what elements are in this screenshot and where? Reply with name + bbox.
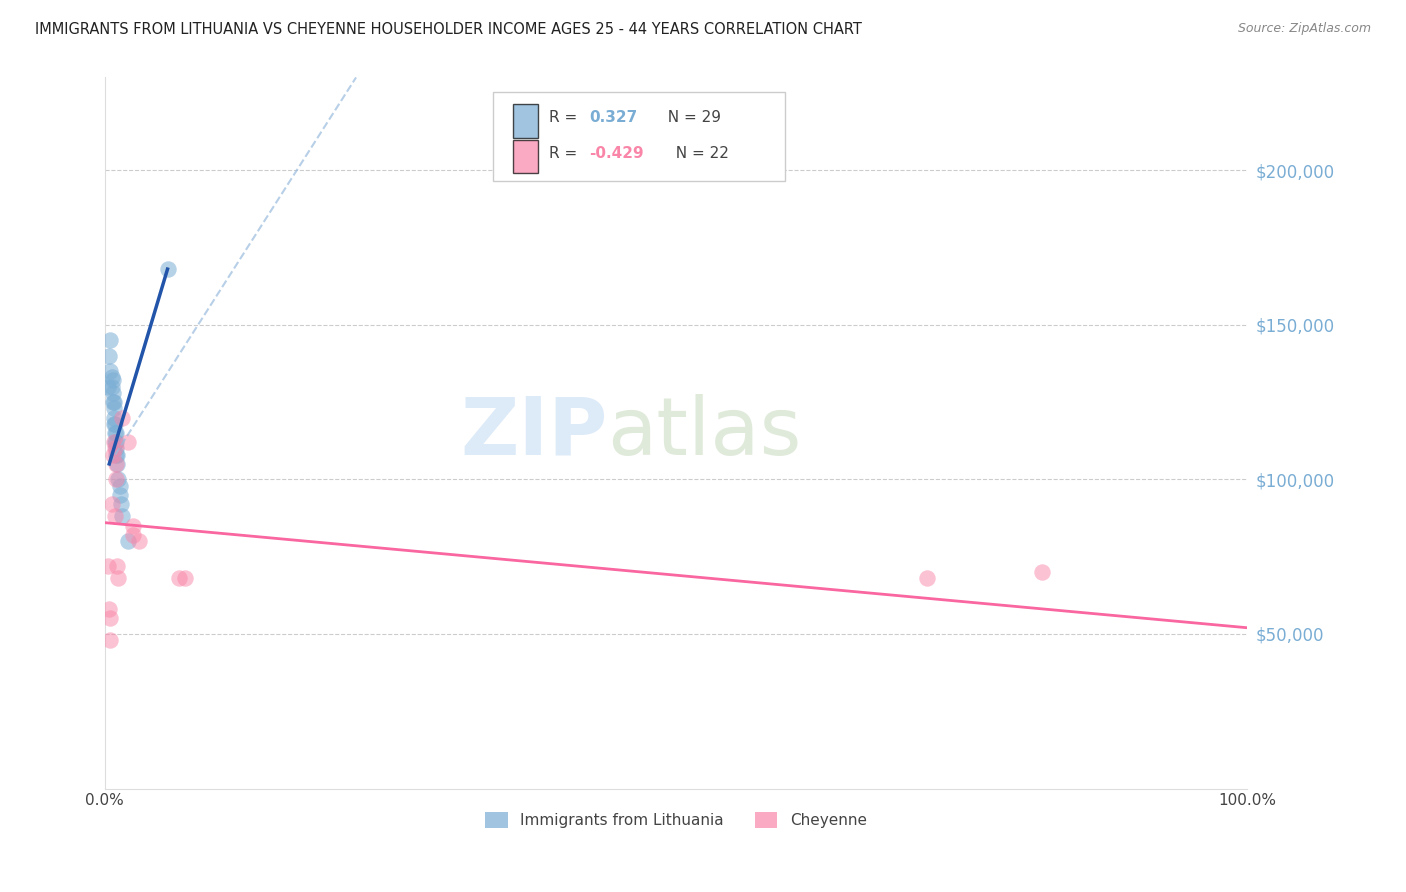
Text: N = 22: N = 22 bbox=[665, 146, 728, 161]
Point bbox=[105, 448, 128, 462]
Point bbox=[156, 262, 179, 277]
Point bbox=[917, 571, 939, 585]
Point bbox=[98, 349, 121, 363]
Point bbox=[103, 410, 125, 425]
Point bbox=[104, 442, 127, 456]
Point bbox=[105, 457, 128, 471]
Point bbox=[97, 379, 120, 393]
Point bbox=[97, 558, 120, 573]
Point bbox=[100, 379, 122, 393]
Point bbox=[103, 417, 125, 431]
Point bbox=[105, 425, 128, 440]
Point bbox=[101, 385, 124, 400]
Point bbox=[105, 558, 128, 573]
Text: R =: R = bbox=[550, 146, 582, 161]
Point bbox=[105, 472, 128, 486]
Point bbox=[117, 435, 139, 450]
Point bbox=[104, 509, 127, 524]
Point bbox=[103, 401, 125, 416]
Text: Source: ZipAtlas.com: Source: ZipAtlas.com bbox=[1237, 22, 1371, 36]
FancyBboxPatch shape bbox=[513, 140, 537, 173]
Point bbox=[105, 442, 128, 456]
Text: 0.327: 0.327 bbox=[589, 111, 637, 126]
Point bbox=[105, 457, 128, 471]
Point bbox=[100, 497, 122, 511]
Point bbox=[167, 571, 190, 585]
Point bbox=[101, 373, 124, 387]
Point bbox=[100, 633, 122, 648]
Point bbox=[103, 395, 125, 409]
Text: atlas: atlas bbox=[607, 394, 801, 472]
Point bbox=[122, 518, 145, 533]
Point bbox=[100, 370, 122, 384]
Text: IMMIGRANTS FROM LITHUANIA VS CHEYENNE HOUSEHOLDER INCOME AGES 25 - 44 YEARS CORR: IMMIGRANTS FROM LITHUANIA VS CHEYENNE HO… bbox=[35, 22, 862, 37]
FancyBboxPatch shape bbox=[494, 92, 785, 180]
Point bbox=[98, 602, 121, 616]
Point bbox=[108, 478, 131, 492]
Point bbox=[1031, 565, 1053, 579]
Point bbox=[128, 534, 150, 549]
Point bbox=[100, 611, 122, 625]
FancyBboxPatch shape bbox=[513, 104, 537, 137]
Point bbox=[108, 488, 131, 502]
Point bbox=[105, 435, 128, 450]
Point bbox=[100, 364, 122, 378]
Point bbox=[105, 448, 128, 462]
Point bbox=[173, 571, 195, 585]
Point bbox=[104, 417, 127, 431]
Point bbox=[104, 435, 127, 450]
Point bbox=[111, 410, 134, 425]
Text: N = 29: N = 29 bbox=[658, 111, 721, 126]
Point bbox=[101, 448, 124, 462]
Legend: Immigrants from Lithuania, Cheyenne: Immigrants from Lithuania, Cheyenne bbox=[479, 806, 873, 834]
Point bbox=[100, 333, 122, 347]
Text: ZIP: ZIP bbox=[460, 394, 607, 472]
Point bbox=[107, 571, 129, 585]
Text: -0.429: -0.429 bbox=[589, 146, 644, 161]
Point bbox=[111, 509, 134, 524]
Point bbox=[110, 497, 132, 511]
Point bbox=[107, 472, 129, 486]
Point bbox=[103, 435, 125, 450]
Point bbox=[117, 534, 139, 549]
Point bbox=[101, 395, 124, 409]
Point bbox=[122, 528, 145, 542]
Text: R =: R = bbox=[550, 111, 582, 126]
Point bbox=[104, 425, 127, 440]
